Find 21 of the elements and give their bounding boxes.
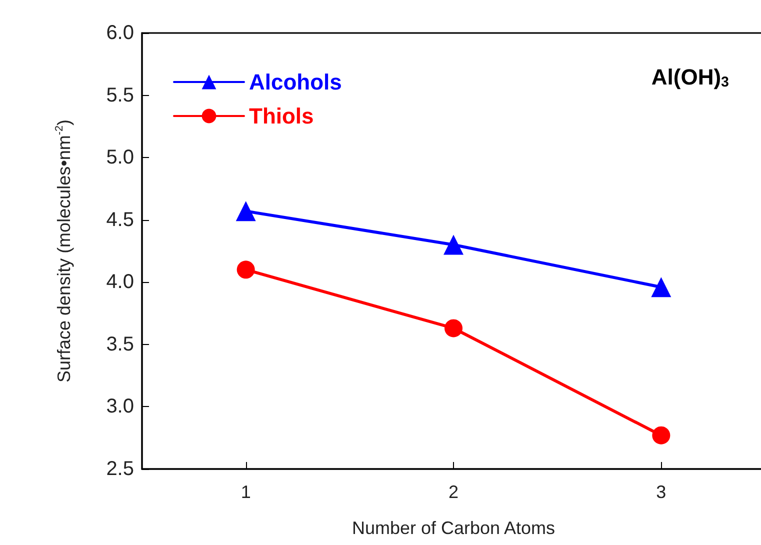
point	[651, 277, 672, 298]
y-tick-label: 2.5	[106, 458, 134, 480]
y-tick-label: 3.5	[106, 333, 134, 356]
legend-label: Thiols	[249, 104, 314, 128]
x-tick-label: 2	[448, 482, 459, 502]
legend-label: Alcohols	[249, 70, 342, 94]
x-axis-title: Number of Carbon Atoms	[352, 518, 556, 538]
y-axis-title: Surface density (molecules•nm-2)	[54, 120, 74, 382]
point	[236, 260, 255, 279]
point	[236, 201, 256, 222]
y-tick-label: 5.0	[106, 146, 134, 169]
x-tick-label: 3	[656, 482, 666, 502]
y-tick-label: 3.0	[106, 396, 134, 418]
point	[444, 234, 464, 255]
x-tick-label: 1	[240, 482, 251, 502]
y-tick-label: 4.0	[106, 271, 134, 294]
y-tick-label: 4.5	[106, 208, 134, 231]
point	[444, 319, 462, 338]
point	[652, 426, 670, 444]
y-tick-label: 5.5	[106, 84, 134, 106]
y-tick-label: 6.0	[106, 22, 134, 44]
